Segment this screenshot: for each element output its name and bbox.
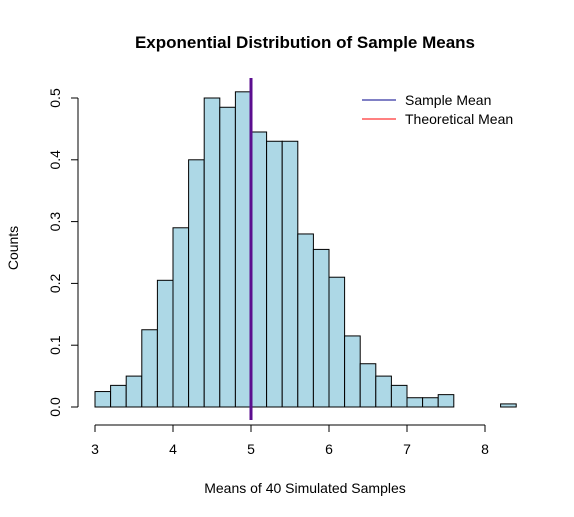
x-axis: 3 4 5 6 7 8 [91,425,489,457]
histogram-bar [282,141,298,407]
legend-label: Theoretical Mean [405,111,513,127]
histogram-bar [95,392,111,407]
y-tick-label: 0.3 [47,212,63,232]
histogram-bar [501,404,517,407]
bars-group [95,92,516,407]
histogram-bar [407,398,423,407]
histogram-bar [360,364,376,407]
histogram-bar [423,398,439,407]
legend: Sample Mean Theoretical Mean [362,92,513,127]
x-axis-label: Means of 40 Simulated Samples [204,480,406,496]
x-tick-label: 4 [169,441,177,457]
histogram-bar [329,277,345,407]
y-axis-label: Counts [5,226,21,270]
histogram-bar [126,376,142,407]
histogram-bar [267,141,283,407]
histogram-bar [142,330,158,407]
histogram-bar [298,234,314,407]
y-tick-label: 0.5 [47,88,63,108]
histogram-bar [376,376,392,407]
x-tick-label: 7 [403,441,411,457]
y-tick-label: 0.4 [47,150,63,170]
y-tick-label: 0.0 [47,397,63,417]
x-tick-label: 5 [247,441,255,457]
histogram-bar [235,92,251,407]
histogram-bar [220,107,236,407]
histogram-bar [438,395,454,407]
y-axis: 0.0 0.1 0.2 0.3 0.4 0.5 [47,88,78,417]
histogram-bar [111,385,127,407]
x-tick-label: 3 [91,441,99,457]
chart-title: Exponential Distribution of Sample Means [135,33,475,52]
histogram-bar [173,228,189,407]
histogram-bar [345,336,361,407]
histogram-bar [251,132,267,407]
legend-label: Sample Mean [405,92,491,108]
histogram-bar [204,98,220,407]
histogram-bar [189,160,205,407]
x-tick-label: 8 [481,441,489,457]
y-tick-label: 0.1 [47,335,63,355]
histogram-bar [157,280,173,407]
histogram-bar [391,385,407,407]
x-tick-label: 6 [325,441,333,457]
y-tick-label: 0.2 [47,273,63,293]
histogram-bar [313,249,329,407]
